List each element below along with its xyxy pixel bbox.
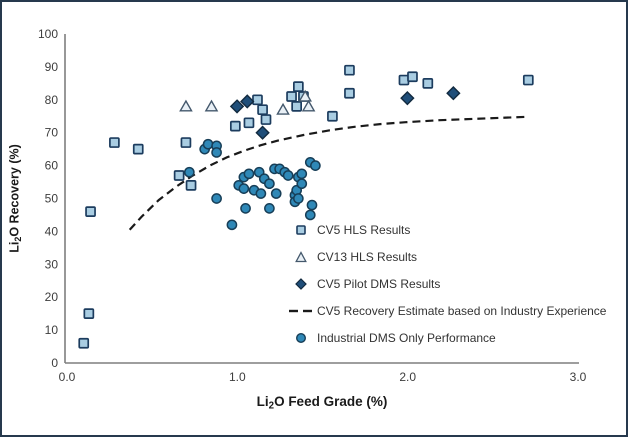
cv5-hls-point xyxy=(327,110,338,122)
cv5-hls-point xyxy=(252,94,263,106)
legend-item-cv5-estimate: CV5 Recovery Estimate based on Industry … xyxy=(288,297,606,324)
industrial-dms-point xyxy=(296,178,308,190)
cv5-hls-point xyxy=(344,64,355,76)
cv5-pilot-dms-point xyxy=(446,86,461,101)
legend-item-cv5-hls: CV5 HLS Results xyxy=(288,216,606,243)
cv5-hls-point xyxy=(229,120,241,132)
x-tick-label: 1.0 xyxy=(229,370,246,384)
cv5-hls-point xyxy=(185,179,197,191)
cv5-pilot-dms-point xyxy=(240,94,255,109)
cv13-hls-point xyxy=(276,102,290,115)
industrial-dms-point xyxy=(293,193,304,204)
y-axis-title-pre: Li xyxy=(7,241,22,253)
cv5-hls-point xyxy=(257,104,268,116)
y-axis-title-post: O Recovery (%) xyxy=(7,144,22,237)
cv5-hls-point xyxy=(293,81,304,92)
industrial-dms-point xyxy=(306,199,318,211)
legend-label: CV13 HLS Results xyxy=(317,249,418,264)
industrial-dms-point xyxy=(183,166,195,178)
y-tick-label: 40 xyxy=(45,224,59,238)
cv5-hls-point xyxy=(78,337,90,349)
industrial-dms-point xyxy=(296,168,308,180)
cv5-hls-point xyxy=(286,91,297,102)
cv5-hls-point xyxy=(173,170,185,181)
y-tick-label: 70 xyxy=(45,126,59,140)
y-tick-label: 50 xyxy=(45,192,59,206)
cv5-pilot-dms-point xyxy=(229,99,245,114)
legend: CV5 HLS Results CV13 HLS Results CV5 Pil… xyxy=(288,216,606,351)
cv5-pilot-dms-point xyxy=(400,90,415,106)
industrial-dms-point xyxy=(202,138,214,150)
x-axis-title: Li2O Feed Grade (%) xyxy=(65,394,579,412)
cv5-hls-point xyxy=(180,137,192,148)
triangle-marker-icon xyxy=(295,250,307,262)
industrial-dms-point xyxy=(211,147,222,158)
diamond-marker-icon xyxy=(295,277,307,290)
legend-label: Industrial DMS Only Performance xyxy=(317,330,496,345)
y-axis-title: Li2O Recovery (%) xyxy=(8,109,25,289)
y-tick-label: 30 xyxy=(45,257,59,271)
cv5-hls-point xyxy=(260,114,272,125)
cv13-hls-point xyxy=(301,99,316,112)
cv13-hls-point xyxy=(204,99,219,112)
legend-label: CV5 Recovery Estimate based on Industry … xyxy=(317,303,607,318)
x-axis-title-pre: Li xyxy=(256,394,269,409)
cv5-hls-point xyxy=(407,71,418,83)
x-tick-label: 2.0 xyxy=(399,370,416,384)
industrial-dms-point xyxy=(310,160,321,171)
cv5-hls-point xyxy=(243,117,255,129)
y-tick-label: 20 xyxy=(45,290,59,304)
x-tick-label: 0.0 xyxy=(59,370,76,384)
y-tick-label: 10 xyxy=(45,323,59,337)
y-axis-title-sub: 2 xyxy=(13,236,24,242)
y-tick-label: 0 xyxy=(51,356,58,370)
cv5-hls-point xyxy=(132,143,144,155)
industrial-dms-point xyxy=(304,209,316,221)
industrial-dms-point xyxy=(238,183,250,194)
industrial-dms-point xyxy=(264,203,275,214)
cv5-hls-point xyxy=(522,74,534,86)
industrial-dms-point xyxy=(211,193,222,204)
cv5-hls-point xyxy=(422,77,434,89)
cv13-hls-point xyxy=(298,89,312,102)
legend-label: CV5 HLS Results xyxy=(317,222,411,237)
cv13-hls-point xyxy=(179,99,193,112)
x-axis-title-post: O Feed Grade (%) xyxy=(274,394,388,409)
circle-marker-icon xyxy=(295,332,307,343)
industrial-dms-point xyxy=(270,188,282,199)
industrial-dms-point xyxy=(264,178,275,190)
legend-item-cv13-hls: CV13 HLS Results xyxy=(288,243,606,270)
y-tick-label: 60 xyxy=(45,159,59,173)
y-tick-label: 100 xyxy=(38,27,58,41)
legend-item-cv5-pilot-dms: CV5 Pilot DMS Results xyxy=(288,270,606,297)
square-marker-icon xyxy=(296,224,306,235)
cv5-estimate-curve xyxy=(128,115,525,231)
legend-item-industrial-dms: Industrial DMS Only Performance xyxy=(288,324,606,351)
cv5-hls-point xyxy=(291,101,303,112)
legend-label: CV5 Pilot DMS Results xyxy=(317,276,441,291)
cv5-hls-point xyxy=(85,206,96,218)
cv5-hls-point xyxy=(83,308,95,319)
y-tick-label: 90 xyxy=(45,60,59,74)
x-axis-title-sub: 2 xyxy=(268,400,275,412)
industrial-dms-point xyxy=(243,168,255,180)
y-tick-label: 80 xyxy=(45,93,59,107)
industrial-dms-point xyxy=(240,203,251,214)
industrial-dms-point xyxy=(226,219,238,231)
dashed-line-marker-icon xyxy=(289,309,312,312)
cv5-hls-point xyxy=(109,137,120,148)
industrial-dms-point xyxy=(282,170,294,181)
industrial-dms-point xyxy=(255,188,267,199)
cv5-hls-point xyxy=(398,74,410,86)
x-tick-label: 3.0 xyxy=(570,370,587,384)
cv5-pilot-dms-point xyxy=(255,125,270,140)
cv5-hls-point xyxy=(344,87,355,99)
